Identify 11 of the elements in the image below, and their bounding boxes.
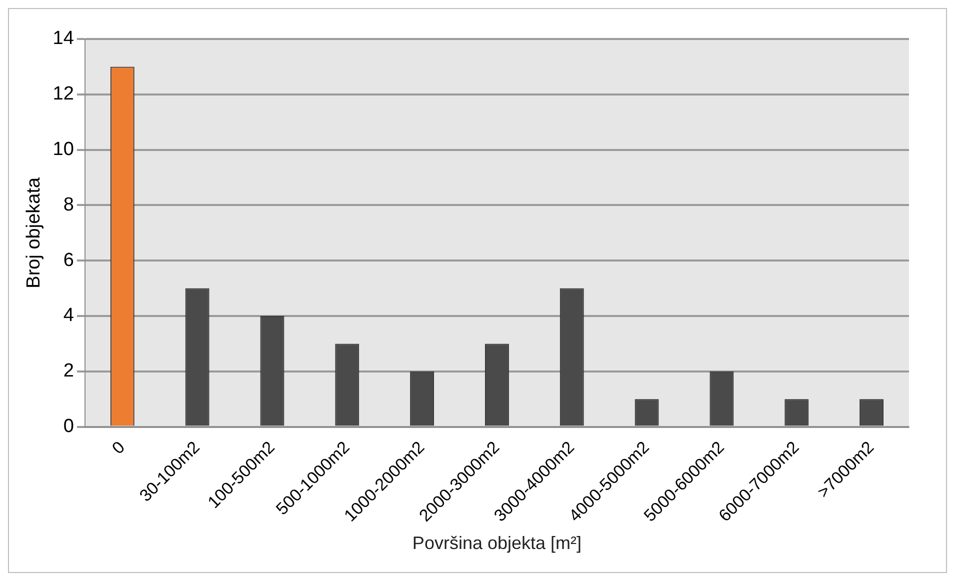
x-tick-label: 0 <box>108 438 129 458</box>
y-tick-label: 12 <box>52 84 74 105</box>
y-tick-label: 2 <box>63 360 74 382</box>
x-axis-title: Površina objekta [m²] <box>412 533 582 554</box>
y-tick-label: 6 <box>63 250 74 271</box>
y-tick-label: 8 <box>63 194 74 216</box>
y-tick-label: 4 <box>63 305 74 326</box>
y-tick-label: 10 <box>52 139 74 160</box>
y-axis-title: Broj objekata <box>24 177 45 288</box>
y-tick-label: 0 <box>63 416 74 438</box>
y-tick-label: 14 <box>52 28 74 50</box>
